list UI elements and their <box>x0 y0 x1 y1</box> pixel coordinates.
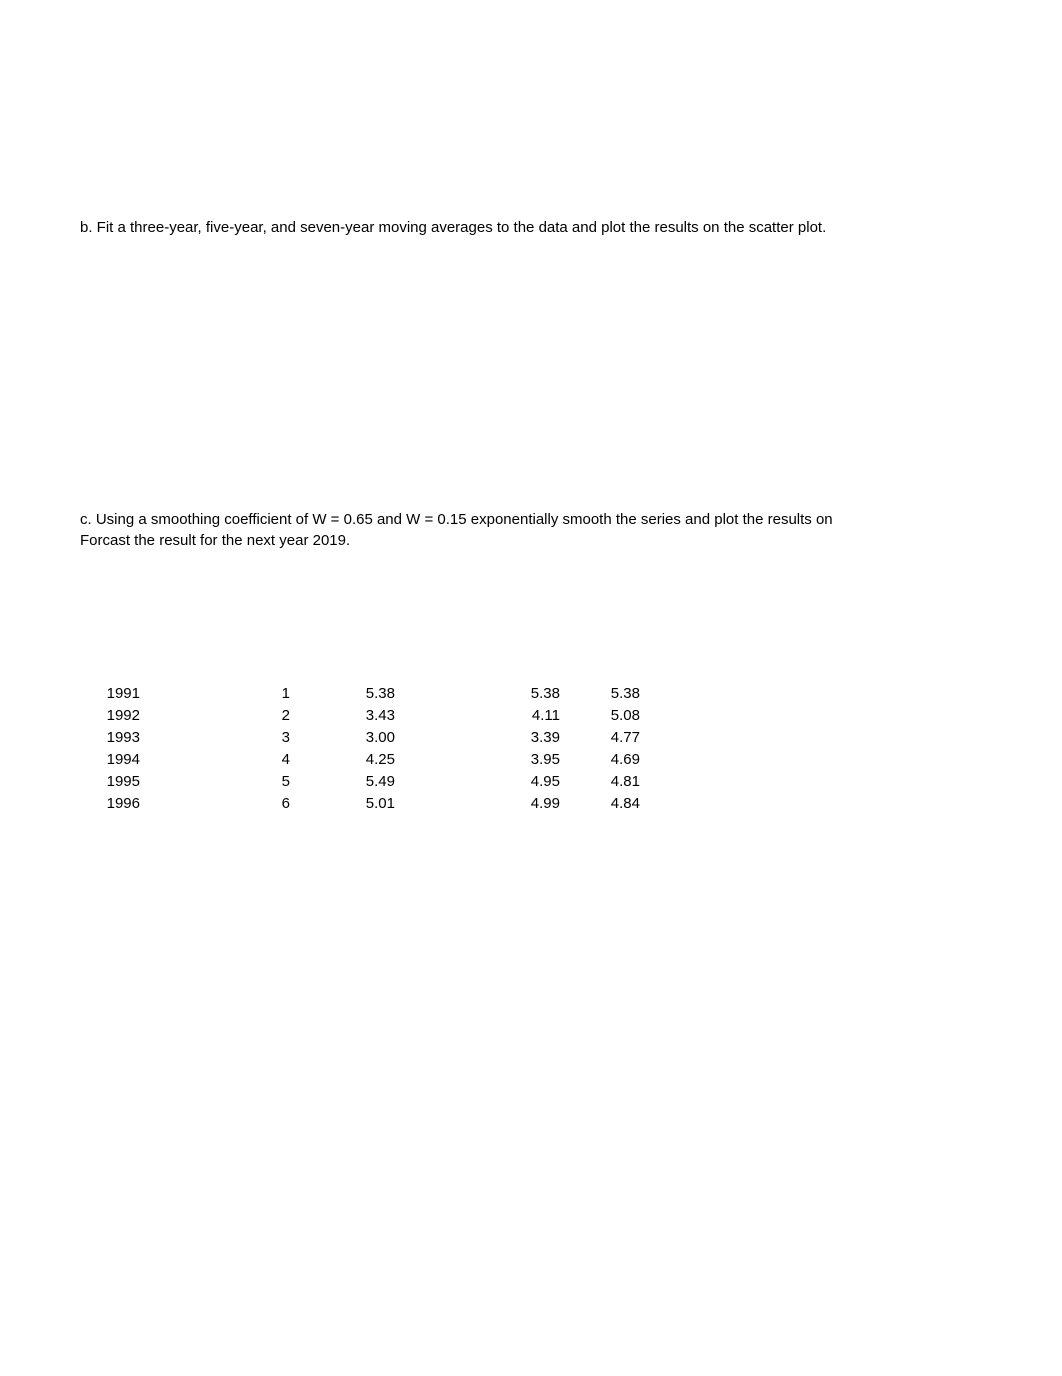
cell-year: 1996 <box>80 793 140 815</box>
cell-value: 3.00 <box>290 727 395 749</box>
cell-smooth015: 4.77 <box>560 727 640 749</box>
table-row: 1996 6 5.01 4.99 4.84 <box>80 793 640 815</box>
cell-value: 3.43 <box>290 705 395 727</box>
cell-year: 1993 <box>80 727 140 749</box>
cell-year: 1995 <box>80 771 140 793</box>
cell-index: 3 <box>140 727 290 749</box>
question-b-text: b. Fit a three-year, five-year, and seve… <box>80 217 1032 238</box>
cell-smooth015: 5.08 <box>560 705 640 727</box>
question-c-line1: c. Using a smoothing coefficient of W = … <box>80 509 1042 530</box>
cell-value: 5.01 <box>290 793 395 815</box>
table-row: 1991 1 5.38 5.38 5.38 <box>80 683 640 705</box>
table-row: 1992 2 3.43 4.11 5.08 <box>80 705 640 727</box>
cell-smooth015: 4.69 <box>560 749 640 771</box>
cell-smooth065: 4.95 <box>395 771 560 793</box>
cell-index: 1 <box>140 683 290 705</box>
cell-value: 5.49 <box>290 771 395 793</box>
cell-smooth015: 5.38 <box>560 683 640 705</box>
cell-index: 6 <box>140 793 290 815</box>
cell-index: 4 <box>140 749 290 771</box>
cell-smooth015: 4.81 <box>560 771 640 793</box>
cell-value: 4.25 <box>290 749 395 771</box>
smoothing-data-table: 1991 1 5.38 5.38 5.38 1992 2 3.43 4.11 5… <box>80 683 640 815</box>
cell-smooth065: 5.38 <box>395 683 560 705</box>
cell-index: 5 <box>140 771 290 793</box>
cell-value: 5.38 <box>290 683 395 705</box>
cell-year: 1991 <box>80 683 140 705</box>
cell-smooth065: 3.39 <box>395 727 560 749</box>
cell-smooth065: 4.11 <box>395 705 560 727</box>
question-c-line2: Forcast the result for the next year 201… <box>80 530 1042 551</box>
cell-smooth065: 4.99 <box>395 793 560 815</box>
cell-smooth015: 4.84 <box>560 793 640 815</box>
question-c-text: c. Using a smoothing coefficient of W = … <box>80 509 1042 551</box>
cell-index: 2 <box>140 705 290 727</box>
table-row: 1994 4 4.25 3.95 4.69 <box>80 749 640 771</box>
table-row: 1993 3 3.00 3.39 4.77 <box>80 727 640 749</box>
cell-year: 1994 <box>80 749 140 771</box>
cell-year: 1992 <box>80 705 140 727</box>
table-row: 1995 5 5.49 4.95 4.81 <box>80 771 640 793</box>
cell-smooth065: 3.95 <box>395 749 560 771</box>
